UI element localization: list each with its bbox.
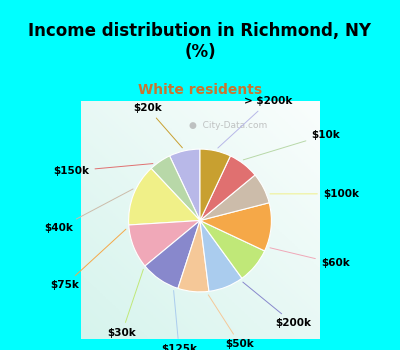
- Wedge shape: [200, 203, 271, 251]
- Wedge shape: [178, 220, 209, 292]
- Wedge shape: [170, 149, 200, 220]
- Text: ●  City-Data.com: ● City-Data.com: [190, 121, 268, 130]
- Text: $10k: $10k: [243, 130, 340, 160]
- Text: $30k: $30k: [108, 269, 143, 338]
- Text: $150k: $150k: [54, 163, 153, 176]
- Text: $100k: $100k: [270, 189, 359, 199]
- Wedge shape: [200, 220, 242, 291]
- Text: $200k: $200k: [243, 282, 311, 328]
- Wedge shape: [200, 175, 269, 220]
- Text: $20k: $20k: [133, 103, 182, 148]
- Text: $50k: $50k: [208, 295, 254, 349]
- Wedge shape: [200, 156, 255, 220]
- Text: $125k: $125k: [161, 290, 197, 350]
- Wedge shape: [129, 220, 200, 266]
- Text: $40k: $40k: [45, 189, 133, 233]
- Wedge shape: [200, 149, 230, 220]
- Text: $60k: $60k: [270, 248, 350, 268]
- Text: > $200k: > $200k: [218, 97, 293, 148]
- Wedge shape: [129, 168, 200, 225]
- Wedge shape: [145, 220, 200, 288]
- Text: $75k: $75k: [50, 229, 126, 290]
- Text: Income distribution in Richmond, NY
(%): Income distribution in Richmond, NY (%): [28, 22, 372, 61]
- Text: White residents: White residents: [138, 83, 262, 97]
- Wedge shape: [151, 156, 200, 220]
- Wedge shape: [200, 220, 265, 278]
